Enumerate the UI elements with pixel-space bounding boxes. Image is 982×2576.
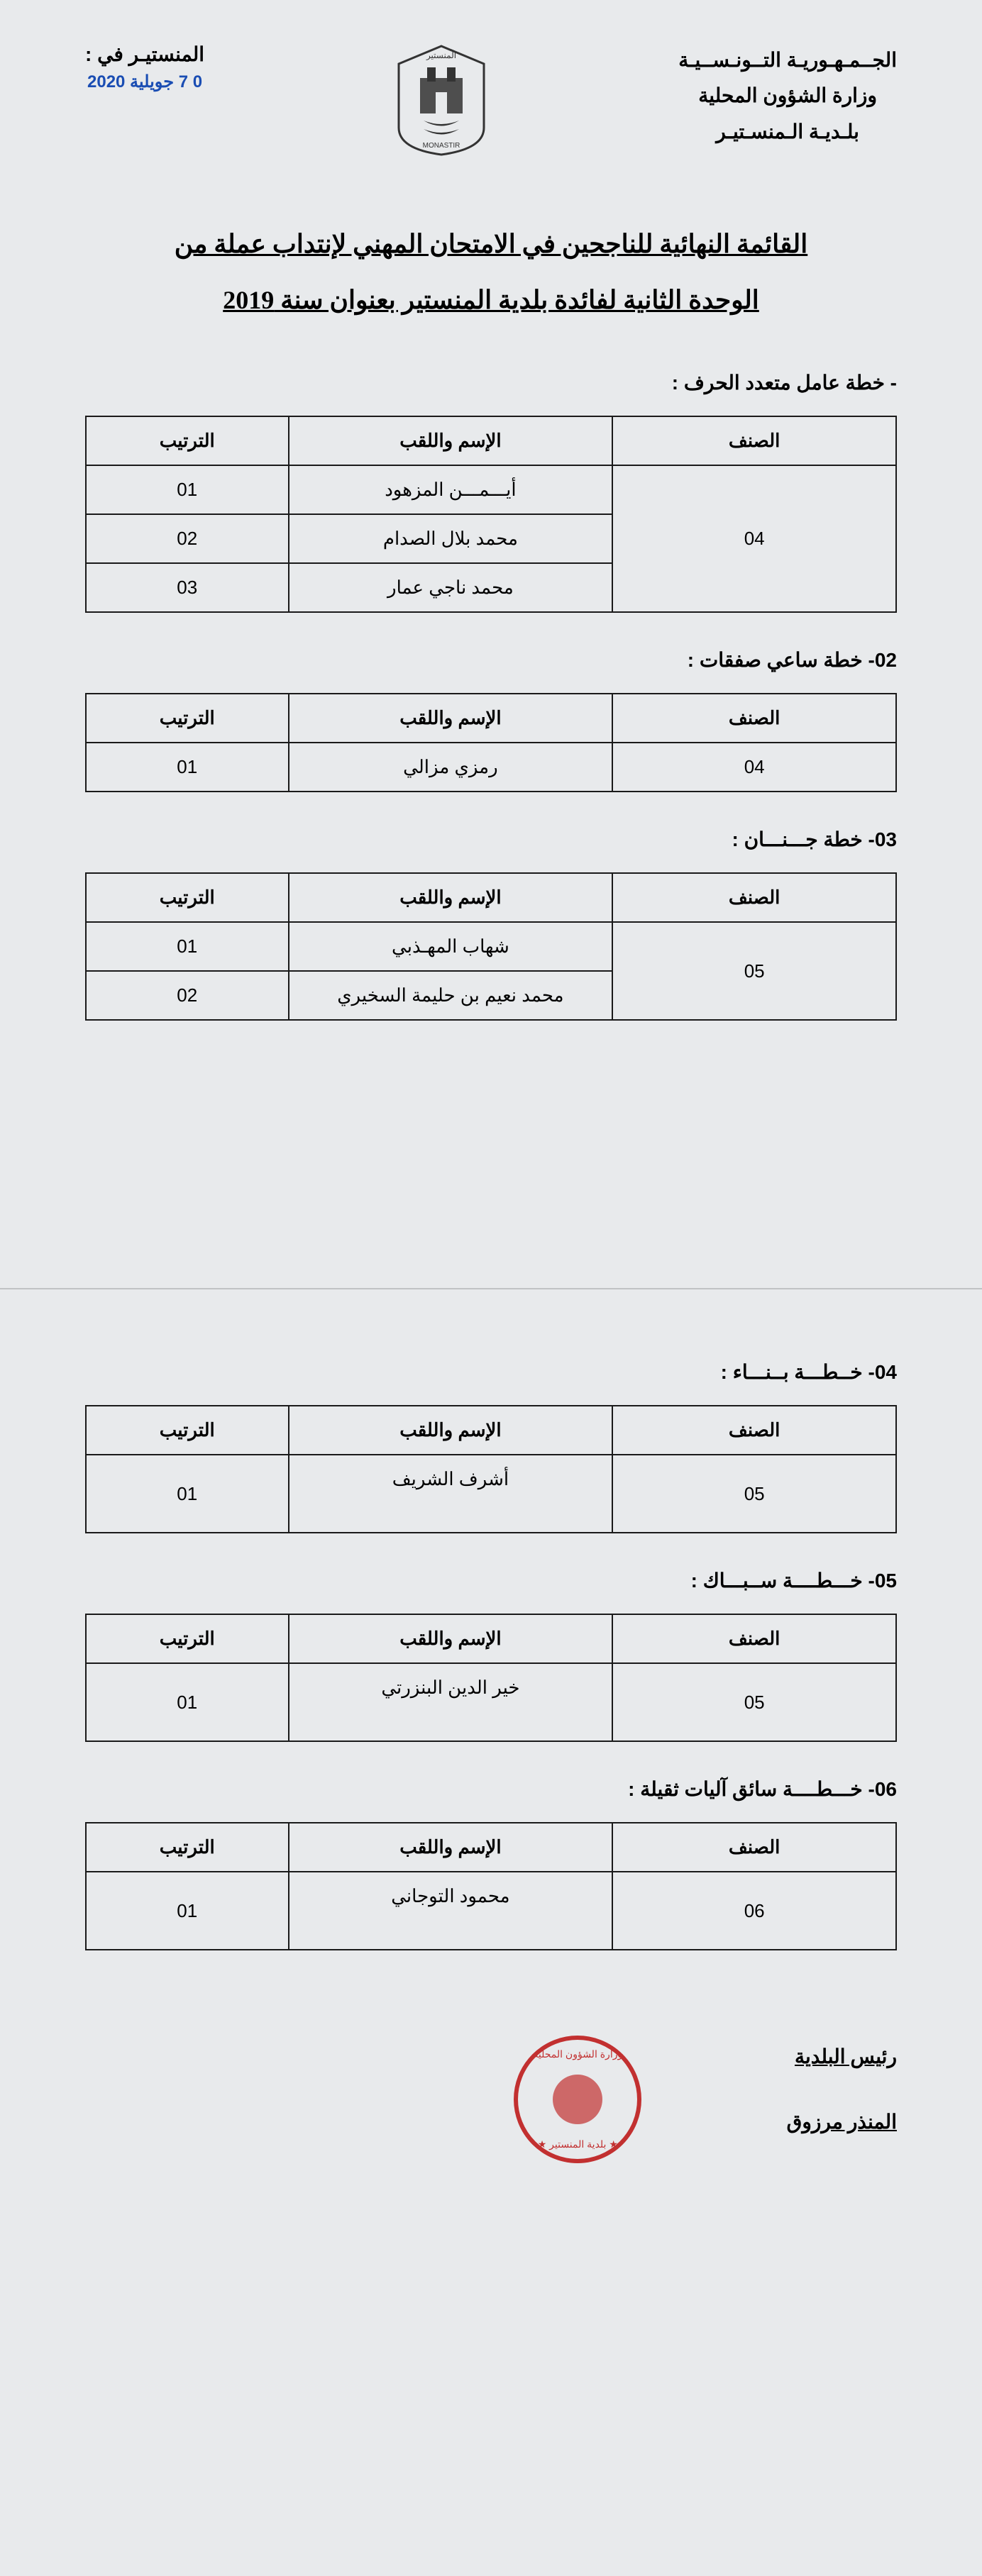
cell-name: أشرف الشريف [289, 1455, 613, 1533]
country-name: الجــمـهـوريـة التــونـســيـة [678, 43, 897, 78]
document-header: الجــمـهـوريـة التــونـســيـة وزارة الشؤ… [85, 43, 897, 160]
col-rank: الترتيب [86, 1823, 289, 1872]
col-rank: الترتيب [86, 1406, 289, 1455]
section-4-table: الصنف الإسم واللقب الترتيب 05 أشرف الشري… [85, 1405, 897, 1533]
col-category: الصنف [612, 1614, 896, 1663]
section-3-table: الصنف الإسم واللقب الترتيب 05 شهاب المهـ… [85, 872, 897, 1021]
table-row: 06 محمود التوجاني 01 [86, 1872, 896, 1950]
col-name: الإسم واللقب [289, 1406, 613, 1455]
section-1-title: - خطة عامل متعدد الحرف : [85, 371, 897, 394]
cell-name: خير الدين البنزرتي [289, 1663, 613, 1741]
table-header-row: الصنف الإسم واللقب الترتيب [86, 873, 896, 922]
section-5-table: الصنف الإسم واللقب الترتيب 05 خير الدين … [85, 1614, 897, 1742]
col-category: الصنف [612, 416, 896, 465]
title-line-1: القائمة النهائية للناجحين في الامتحان ال… [85, 216, 897, 272]
col-category: الصنف [612, 1406, 896, 1455]
section-4-title: 04- خــطـــة بــنـــاء : [85, 1360, 897, 1384]
col-rank: الترتيب [86, 416, 289, 465]
cell-name: شهاب المهـذبي [289, 922, 613, 971]
logo-text-en: MONASTIR [423, 142, 460, 150]
table-header-row: الصنف الإسم واللقب الترتيب [86, 1406, 896, 1455]
cell-category: 04 [612, 743, 896, 792]
official-stamp: وزارة الشؤون المحلية ★ بلدية المنستير ★ [514, 2036, 641, 2163]
cell-category: 06 [612, 1872, 896, 1950]
mayor-name: المنذر مرزوق [787, 2101, 897, 2145]
stamp-text-bottom: ★ بلدية المنستير ★ [518, 2138, 637, 2150]
stamp-emblem-icon [553, 2075, 602, 2124]
table-header-row: الصنف الإسم واللقب الترتيب [86, 1823, 896, 1872]
logo-text-ar: المنستير [426, 50, 456, 60]
municipality-logo: المنستير MONASTIR [392, 43, 491, 160]
col-rank: الترتيب [86, 694, 289, 743]
cell-name: محمد نعيم بن حليمة السخيري [289, 971, 613, 1020]
col-name: الإسم واللقب [289, 1614, 613, 1663]
document-title: القائمة النهائية للناجحين في الامتحان ال… [85, 216, 897, 328]
cell-rank: 03 [86, 563, 289, 612]
table-row: 05 خير الدين البنزرتي 01 [86, 1663, 896, 1741]
col-category: الصنف [612, 1823, 896, 1872]
table-row: 05 أشرف الشريف 01 [86, 1455, 896, 1533]
signature-block: رئيس البلدية المنذر مرزوق وزارة الشؤون ا… [85, 2036, 897, 2163]
issue-date: 0 7 جويلية 2020 [85, 72, 204, 92]
cell-rank: 02 [86, 971, 289, 1020]
header-date-block: المنستيـر في : 0 7 جويلية 2020 [85, 43, 204, 92]
mayor-title: رئيس البلدية [787, 2036, 897, 2080]
cell-category: 05 [612, 922, 896, 1020]
col-name: الإسم واللقب [289, 694, 613, 743]
cell-rank: 01 [86, 1455, 289, 1533]
cell-name: محمد بلال الصدام [289, 514, 613, 563]
col-category: الصنف [612, 694, 896, 743]
title-line-2: الوحدة الثانية لفائدة بلدية المنستير بعن… [85, 272, 897, 328]
cell-category: 05 [612, 1663, 896, 1741]
cell-name: أيـــمـــن المزهود [289, 465, 613, 514]
place-prefix: المنستيـر في : [85, 43, 204, 66]
cell-rank: 02 [86, 514, 289, 563]
municipality-name: بلـديـة الـمنسـتيـر [678, 114, 897, 150]
col-name: الإسم واللقب [289, 873, 613, 922]
section-2-title: 02- خطة ساعي صفقات : [85, 648, 897, 672]
cell-rank: 01 [86, 465, 289, 514]
cell-category: 04 [612, 465, 896, 612]
col-rank: الترتيب [86, 1614, 289, 1663]
cell-name: رمزي مزالي [289, 743, 613, 792]
cell-rank: 01 [86, 1872, 289, 1950]
header-authority: الجــمـهـوريـة التــونـســيـة وزارة الشؤ… [678, 43, 897, 150]
cell-rank: 01 [86, 1663, 289, 1741]
section-2-table: الصنف الإسم واللقب الترتيب 04 رمزي مزالي… [85, 693, 897, 792]
col-rank: الترتيب [86, 873, 289, 922]
section-3-title: 03- خطة جـــنـــان : [85, 828, 897, 851]
section-5-title: 05- خـــطــــة ســبـــاك : [85, 1569, 897, 1592]
logo-icon: المنستير MONASTIR [392, 43, 491, 156]
cell-name: محمود التوجاني [289, 1872, 613, 1950]
cell-name: محمد ناجي عمار [289, 563, 613, 612]
section-6-title: 06- خـــطــــة سائق آليات ثقيلة : [85, 1777, 897, 1801]
table-row: 05 شهاب المهـذبي 01 [86, 922, 896, 971]
col-name: الإسم واللقب [289, 1823, 613, 1872]
table-header-row: الصنف الإسم واللقب الترتيب [86, 1614, 896, 1663]
table-header-row: الصنف الإسم واللقب الترتيب [86, 416, 896, 465]
table-row: 04 رمزي مزالي 01 [86, 743, 896, 792]
cell-rank: 01 [86, 922, 289, 971]
col-category: الصنف [612, 873, 896, 922]
col-name: الإسم واللقب [289, 416, 613, 465]
page-1: الجــمـهـوريـة التــونـســيـة وزارة الشؤ… [0, 0, 982, 1288]
section-1-table: الصنف الإسم واللقب الترتيب 04 أيـــمـــن… [85, 416, 897, 613]
page-2: 04- خــطـــة بــنـــاء : الصنف الإسم وال… [0, 1288, 982, 2576]
mayor-signature: رئيس البلدية المنذر مرزوق [787, 2036, 897, 2144]
cell-category: 05 [612, 1455, 896, 1533]
section-6-table: الصنف الإسم واللقب الترتيب 06 محمود التو… [85, 1822, 897, 1950]
ministry-name: وزارة الشؤون المحلية [678, 78, 897, 113]
stamp-text-top: وزارة الشؤون المحلية [518, 2048, 637, 2060]
table-row: 04 أيـــمـــن المزهود 01 [86, 465, 896, 514]
cell-rank: 01 [86, 743, 289, 792]
table-header-row: الصنف الإسم واللقب الترتيب [86, 694, 896, 743]
